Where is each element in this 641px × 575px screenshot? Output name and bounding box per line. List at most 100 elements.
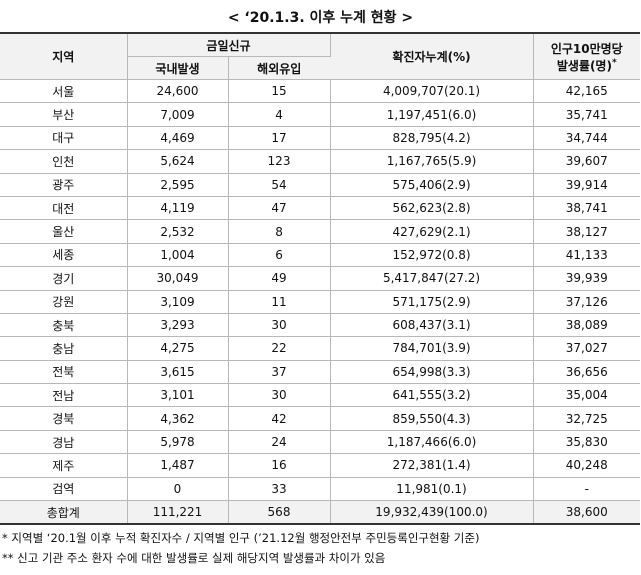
table-row: 제주 1,487 16 272,381(1.4) 40,248 bbox=[0, 453, 641, 478]
cell: 654,998(3.3) bbox=[330, 359, 534, 385]
cell: 4,009,707(20.1) bbox=[330, 78, 534, 104]
cell: 35,830 bbox=[533, 429, 641, 455]
cell: 충남 bbox=[0, 336, 128, 361]
cell: 571,175(2.9) bbox=[330, 289, 534, 314]
cell: 859,550(4.3) bbox=[330, 406, 534, 431]
cell: 4,469 bbox=[127, 125, 229, 151]
cell: 111,221 bbox=[127, 500, 229, 526]
table-row: 대구 4,469 17 828,795(4.2) 34,744 bbox=[0, 125, 641, 151]
header: 해외유입 bbox=[228, 56, 331, 80]
cell: 인천 bbox=[0, 149, 128, 174]
cell: 광주 bbox=[0, 172, 128, 197]
table-row: 검역 0 33 11,981(0.1) - bbox=[0, 476, 641, 502]
cell: 37 bbox=[228, 359, 331, 385]
table-row: 경남 5,978 24 1,187,466(6.0) 35,830 bbox=[0, 429, 641, 455]
cell: 충북 bbox=[0, 312, 128, 338]
header: 인구10만명당 발생률(명)* bbox=[533, 32, 641, 80]
cell: 4,275 bbox=[127, 336, 229, 361]
table-row: 전북 3,615 37 654,998(3.3) 36,656 bbox=[0, 359, 641, 385]
cell: 828,795(4.2) bbox=[330, 125, 534, 151]
cell: 울산 bbox=[0, 219, 128, 244]
header: 지역 bbox=[0, 32, 128, 80]
cell: 8 bbox=[228, 219, 331, 244]
cell: 54 bbox=[228, 172, 331, 197]
cell: 15 bbox=[228, 78, 331, 104]
cell: 568 bbox=[228, 500, 331, 526]
cell: 47 bbox=[228, 195, 331, 221]
cell: 22 bbox=[228, 336, 331, 361]
cell: 부산 bbox=[0, 102, 128, 127]
cell: 7,009 bbox=[127, 102, 229, 127]
cell: 3,101 bbox=[127, 383, 229, 408]
cell: 5,417,847(27.2) bbox=[330, 266, 534, 291]
cell: 37,027 bbox=[533, 336, 641, 361]
cell: 17 bbox=[228, 125, 331, 151]
cell: 42,165 bbox=[533, 78, 641, 104]
cell: 전북 bbox=[0, 359, 128, 385]
cell: 3,615 bbox=[127, 359, 229, 385]
cell: 4,119 bbox=[127, 195, 229, 221]
cell: 39,607 bbox=[533, 149, 641, 174]
cell: 30,049 bbox=[127, 266, 229, 291]
cell: 1,197,451(6.0) bbox=[330, 102, 534, 127]
table: 지역 금일신규 확진자누계(%) 인구10만명당 발생률(명)* 국내발생 해외유… bbox=[0, 32, 641, 526]
table-row: 경기 30,049 49 5,417,847(27.2) 39,939 bbox=[0, 266, 641, 291]
cell: 38,089 bbox=[533, 312, 641, 338]
title: < ‘20.1.3. 이후 누계 현황 > bbox=[227, 10, 414, 26]
cell: 2,532 bbox=[127, 219, 229, 244]
cell: 38,600 bbox=[533, 500, 641, 526]
cell: 전남 bbox=[0, 383, 128, 408]
cell: 경북 bbox=[0, 406, 128, 431]
cell: 33 bbox=[228, 476, 331, 502]
cell: 4 bbox=[228, 102, 331, 127]
footnote-mark: * bbox=[611, 57, 617, 68]
cell: 784,701(3.9) bbox=[330, 336, 534, 361]
cell: 38,741 bbox=[533, 195, 641, 221]
cell: 1,487 bbox=[127, 453, 229, 478]
table-row: 광주 2,595 54 575,406(2.9) 39,914 bbox=[0, 172, 641, 197]
header-line: 인구10만명당 bbox=[550, 41, 623, 56]
cell: 3,109 bbox=[127, 289, 229, 314]
table-row: 세종 1,004 6 152,972(0.8) 41,133 bbox=[0, 242, 641, 268]
cell: 641,555(3.2) bbox=[330, 383, 534, 408]
cell: 38,127 bbox=[533, 219, 641, 244]
table-row: 부산 7,009 4 1,197,451(6.0) 35,741 bbox=[0, 102, 641, 127]
table-row: 충남 4,275 22 784,701(3.9) 37,027 bbox=[0, 336, 641, 361]
cell: 39,914 bbox=[533, 172, 641, 197]
cell: 37,126 bbox=[533, 289, 641, 314]
table-row: 서울 24,600 15 4,009,707(20.1) 42,165 bbox=[0, 78, 641, 104]
header: 국내발생 bbox=[127, 56, 229, 80]
table-row: 경북 4,362 42 859,550(4.3) 32,725 bbox=[0, 406, 641, 431]
cell: 0 bbox=[127, 476, 229, 502]
cell: 36,656 bbox=[533, 359, 641, 385]
cell: 49 bbox=[228, 266, 331, 291]
cell: 35,741 bbox=[533, 102, 641, 127]
cell: 대구 bbox=[0, 125, 128, 151]
cell: 16 bbox=[228, 453, 331, 478]
cell: 24 bbox=[228, 429, 331, 455]
cell: 272,381(1.4) bbox=[330, 453, 534, 478]
table-row: 대전 4,119 47 562,623(2.8) 38,741 bbox=[0, 195, 641, 221]
cell: 경기 bbox=[0, 266, 128, 291]
cell: 6 bbox=[228, 242, 331, 268]
table-row: 인천 5,624 123 1,167,765(5.9) 39,607 bbox=[0, 149, 641, 174]
table-row: 충북 3,293 30 608,437(3.1) 38,089 bbox=[0, 312, 641, 338]
cell: 서울 bbox=[0, 78, 128, 104]
table-body: 서울 24,600 15 4,009,707(20.1) 42,165 부산 7,009 4 1… bbox=[0, 78, 641, 526]
cell: 11 bbox=[228, 289, 331, 314]
cell: 19,932,439(100.0) bbox=[330, 500, 534, 526]
cell: 575,406(2.9) bbox=[330, 172, 534, 197]
table-row: 강원 3,109 11 571,175(2.9) 37,126 bbox=[0, 289, 641, 314]
cell: 608,437(3.1) bbox=[330, 312, 534, 338]
cell: 427,629(2.1) bbox=[330, 219, 534, 244]
cell: 1,167,765(5.9) bbox=[330, 149, 534, 174]
cell: 대전 bbox=[0, 195, 128, 221]
cell: 32,725 bbox=[533, 406, 641, 431]
cell: 35,004 bbox=[533, 383, 641, 408]
cell: 42 bbox=[228, 406, 331, 431]
cell: 2,595 bbox=[127, 172, 229, 197]
table-row: 전남 3,101 30 641,555(3.2) 35,004 bbox=[0, 383, 641, 408]
cell: 34,744 bbox=[533, 125, 641, 151]
footnote: * 지역별 ‘20.1월 이후 누적 확진자수 / 지역별 인구 (’21.12… bbox=[2, 531, 480, 545]
